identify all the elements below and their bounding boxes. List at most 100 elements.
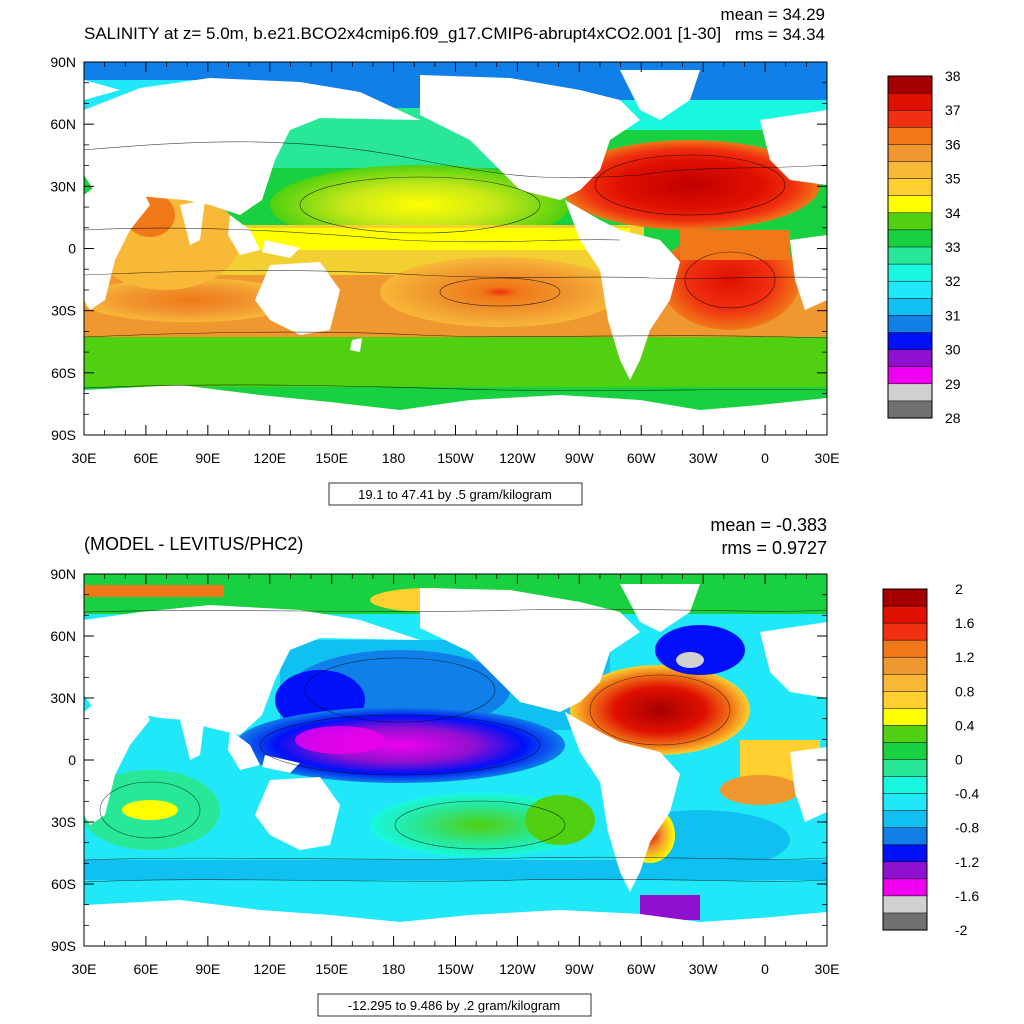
y-tick-label: 0 <box>68 241 76 257</box>
colorbar-swatch <box>882 656 928 675</box>
y-tick-label: 30S <box>51 303 76 319</box>
x-tick-label: 60E <box>133 961 158 977</box>
colorbar-swatch <box>882 588 928 607</box>
colorbar-label: 1.2 <box>955 649 975 665</box>
colorbar-swatch <box>887 127 933 145</box>
top-chart-title: SALINITY at z= 5.0m, b.e21.BCO2x4cmip6.f… <box>84 24 721 43</box>
colorbar-swatch <box>882 912 928 931</box>
y-tick-label: 90N <box>50 54 76 70</box>
top-y-axis: 90N 60N 30N 0 30S 60S 90S <box>50 54 827 443</box>
colorbar-swatch <box>887 195 933 214</box>
colorbar-swatch <box>882 742 928 761</box>
colorbar-swatch <box>887 229 933 248</box>
colorbar-label: 1.6 <box>955 615 975 631</box>
colorbar-swatch <box>882 725 928 744</box>
colorbar-label: 36 <box>945 136 961 152</box>
x-tick-label: 90W <box>565 961 595 977</box>
colorbar-swatch <box>887 92 933 111</box>
x-tick-label: 120E <box>253 450 286 466</box>
colorbar-label: 35 <box>945 171 961 187</box>
x-tick-label: 90W <box>565 450 595 466</box>
colorbar-label: 34 <box>945 205 961 221</box>
top-x-axis: 30E 60E 90E 120E 150E 180 150W 120W 90W 60W 30W 0 30… <box>72 62 840 466</box>
colorbar-swatch <box>887 298 933 316</box>
colorbar-label: 38 <box>945 68 961 84</box>
x-tick-label: 90E <box>195 961 220 977</box>
colorbar-label: -0.4 <box>955 786 979 802</box>
colorbar-swatch <box>887 161 933 180</box>
bottom-subtitle-box <box>317 993 592 1017</box>
colorbar-swatch <box>882 674 928 692</box>
colorbar-swatch <box>887 383 933 402</box>
y-tick-label: 30N <box>50 690 76 706</box>
colorbar-label: -1.6 <box>955 888 979 904</box>
y-tick-label: 60N <box>50 628 76 644</box>
x-tick-label: 30W <box>689 961 719 977</box>
bottom-panel: (MODEL - LEVITUS/PHC2) mean = -0.383 rms… <box>50 515 979 1017</box>
top-panel: SALINITY at z= 5.0m, b.e21.BCO2x4cmip6.f… <box>50 5 961 506</box>
colorbar-swatch <box>882 878 928 897</box>
y-tick-label: 90N <box>50 566 76 582</box>
colorbar-swatch <box>882 844 928 863</box>
x-tick-label: 30W <box>689 450 719 466</box>
bottom-y-axis: 90N 60N 30N 0 30S 60S 90S <box>50 566 827 954</box>
x-tick-label: 120W <box>499 961 536 977</box>
x-tick-label: 90E <box>195 450 220 466</box>
colorbar-swatch <box>882 759 928 778</box>
colorbar-swatch <box>882 708 928 726</box>
y-tick-label: 0 <box>68 752 76 768</box>
colorbar-swatch <box>887 366 933 385</box>
colorbar-label: 32 <box>945 273 961 289</box>
colorbar-swatch <box>887 246 933 265</box>
colorbar-label: -2 <box>955 922 968 938</box>
colorbar-frame <box>882 588 928 931</box>
colorbar-label: 37 <box>945 102 961 118</box>
x-tick-label: 60E <box>133 450 158 466</box>
colorbar-label: 0.4 <box>955 717 975 733</box>
y-tick-label: 60S <box>51 365 76 381</box>
colorbar-swatch <box>882 776 928 795</box>
y-tick-label: 90S <box>51 427 76 443</box>
bottom-chart-title: (MODEL - LEVITUS/PHC2) <box>84 534 303 554</box>
colorbar-swatch <box>887 400 933 419</box>
colorbar-swatch <box>882 861 928 880</box>
colorbar-label: 31 <box>945 307 961 323</box>
colorbar-label: 28 <box>945 410 961 426</box>
colorbar-swatch <box>882 810 928 829</box>
top-colorbar: 38 37 36 35 34 33 32 31 30 29 28 <box>887 68 961 426</box>
bottom-map-field <box>84 574 827 946</box>
colorbar-swatch <box>882 827 928 846</box>
x-tick-label: 0 <box>761 450 769 466</box>
y-tick-label: 90S <box>51 938 76 954</box>
colorbar-swatch <box>882 605 928 624</box>
x-tick-label: 60W <box>627 450 657 466</box>
colorbar-swatch <box>882 895 928 914</box>
colorbar-swatch <box>887 280 933 299</box>
colorbar-swatch <box>882 639 928 658</box>
colorbar-label: 30 <box>945 342 961 358</box>
y-tick-label: 60N <box>50 116 76 132</box>
x-tick-label: 150E <box>315 450 348 466</box>
colorbar-label: -1.2 <box>955 854 979 870</box>
colorbar-swatch <box>887 263 933 282</box>
y-tick-label: 60S <box>51 876 76 892</box>
x-tick-label: 180 <box>382 961 406 977</box>
colorbar-label: -0.8 <box>955 820 979 836</box>
colorbar-swatch <box>887 178 933 197</box>
bottom-subtitle: -12.295 to 9.486 by .2 gram/kilogram <box>348 998 560 1013</box>
top-subtitle-box <box>328 482 583 506</box>
x-tick-label: 150W <box>437 450 474 466</box>
x-tick-label: 180 <box>382 450 406 466</box>
x-tick-label: 30E <box>815 961 840 977</box>
colorbar-label: 2 <box>955 581 963 597</box>
colorbar-swatch <box>887 144 933 163</box>
colorbar-frame <box>887 75 933 419</box>
x-tick-label: 30E <box>815 450 840 466</box>
top-map-field <box>84 62 827 435</box>
x-tick-label: 120E <box>253 961 286 977</box>
colorbar-label: 0 <box>955 752 963 768</box>
bottom-colorbar: 2 1.6 1.2 0.8 0.4 0 -0.4 -0.8 -1.2 -1.6 -2 <box>882 581 979 938</box>
colorbar-swatch <box>887 332 933 351</box>
colorbar-swatch <box>882 691 928 709</box>
